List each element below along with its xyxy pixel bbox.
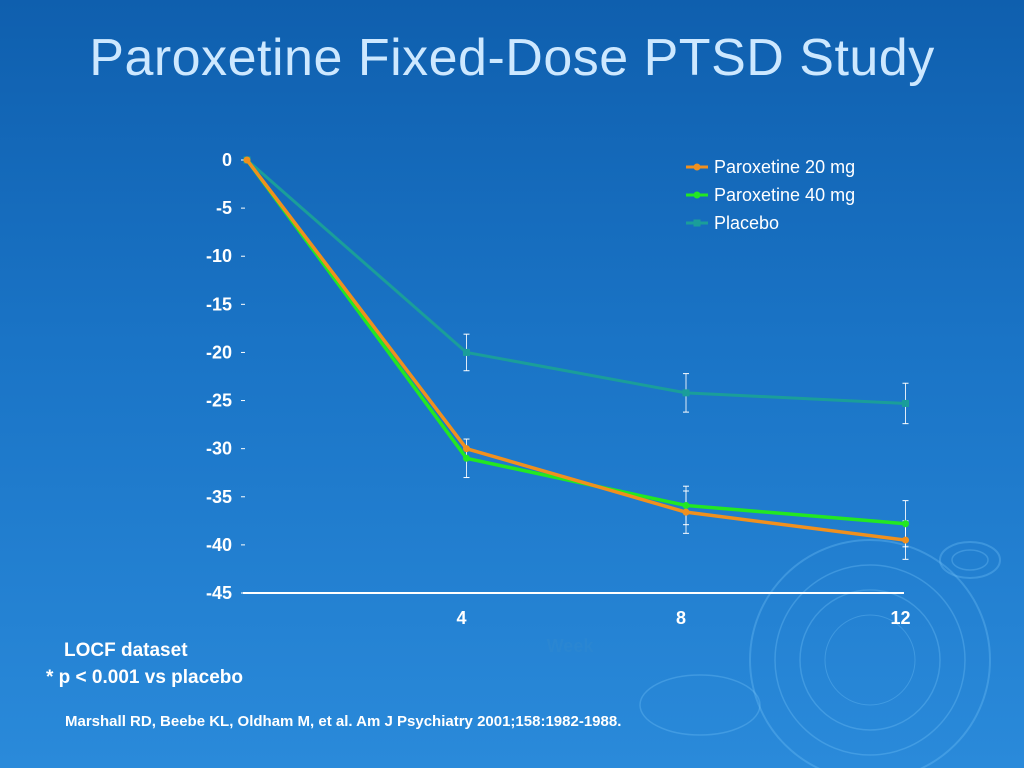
data-point xyxy=(463,348,470,356)
y-tick-label: -15 xyxy=(206,294,232,314)
y-tick-label: 0 xyxy=(222,150,232,170)
x-tick-label: 12 xyxy=(890,608,910,628)
data-point xyxy=(902,399,909,407)
data-point xyxy=(682,508,690,516)
y-tick-label: -30 xyxy=(206,439,232,459)
data-point xyxy=(902,536,909,544)
legend-swatch-marker xyxy=(693,219,701,227)
legend-swatch-marker xyxy=(693,163,701,171)
legend-label: Placebo xyxy=(714,213,779,233)
data-point xyxy=(902,520,909,528)
x-tick-label: 8 xyxy=(676,608,686,628)
y-tick-label: -5 xyxy=(216,198,232,218)
slide-title: Paroxetine Fixed-Dose PTSD Study xyxy=(89,29,935,87)
x-axis-title: Week xyxy=(547,636,595,656)
y-tick-label: -10 xyxy=(206,246,232,266)
data-point xyxy=(463,445,470,453)
y-tick-label: -20 xyxy=(206,342,232,362)
data-point xyxy=(682,501,690,509)
footnote-dataset: LOCF dataset xyxy=(64,640,188,661)
data-point xyxy=(243,156,251,164)
x-tick-label: 4 xyxy=(456,608,466,628)
series-line-paroxetine-40-mg xyxy=(245,158,906,526)
data-point xyxy=(682,389,690,397)
y-tick-label: -35 xyxy=(206,487,232,507)
data-point xyxy=(463,454,470,462)
y-tick-label: -25 xyxy=(206,391,232,411)
footnote-significance: * p < 0.001 vs placebo xyxy=(46,667,243,688)
series-line-paroxetine-20-mg xyxy=(245,158,906,542)
legend-swatch-marker xyxy=(693,191,701,199)
y-tick-label: -40 xyxy=(206,535,232,555)
citation: Marshall RD, Beebe KL, Oldham M, et al. … xyxy=(65,713,622,730)
y-tick-label: -45 xyxy=(206,583,232,603)
legend-label: Paroxetine 40 mg xyxy=(714,185,855,205)
series-line-placebo xyxy=(246,158,906,405)
legend-label: Paroxetine 20 mg xyxy=(714,157,855,177)
